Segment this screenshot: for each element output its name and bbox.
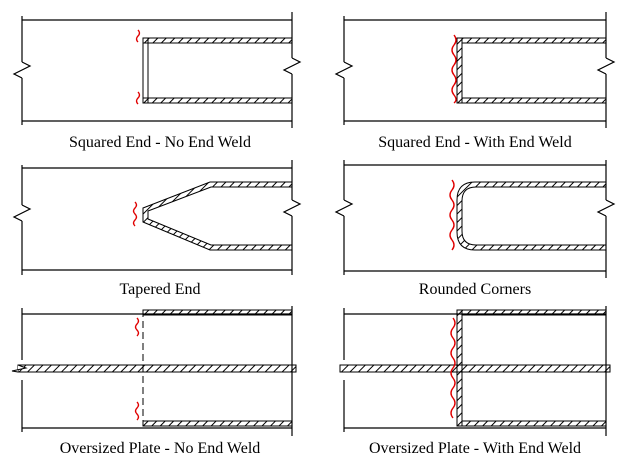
panel-tapered [12,160,302,275]
caption-oversized-with-weld: Oversized Plate - With End Weld [368,440,582,457]
panel-rounded [334,160,616,278]
panel-squared-with-weld [334,12,616,128]
caption-squared-no-weld: Squared End - No End Weld [69,134,251,151]
caption-tapered: Tapered End [119,281,201,298]
weld-mark-icon [449,179,455,251]
panel-squared-no-weld [12,12,302,128]
panel-oversized-with-weld [339,306,611,436]
caption-oversized-no-weld: Oversized Plate - No End Weld [59,440,261,457]
panel-oversized-no-weld [11,306,297,436]
weld-mark-icon [450,317,456,419]
weld-mark-icon [135,91,141,105]
weld-mark-icon [451,34,457,104]
caption-rounded: Rounded Corners [418,281,532,298]
weld-mark-icon [132,201,138,227]
weld-mark-icon [135,29,141,43]
weld-mark-icon [134,317,140,337]
weld-mark-icon [134,401,140,421]
caption-squared-with-weld: Squared End - With End Weld [378,134,572,151]
